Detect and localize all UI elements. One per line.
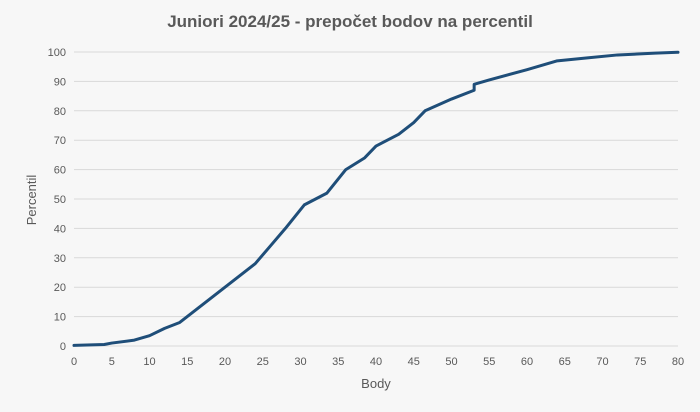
x-tick-label: 25 [257,356,269,368]
y-axis-ticks: 0 10 20 30 40 50 60 70 80 90 100 [48,47,66,353]
y-tick-label: 40 [54,223,66,235]
x-tick-label: 55 [483,356,495,368]
x-tick-label: 65 [559,356,571,368]
y-tick-label: 10 [54,312,66,324]
gridlines [74,51,678,347]
y-tick-label: 80 [54,106,66,118]
x-tick-label: 20 [219,356,231,368]
y-tick-label: 90 [54,76,66,88]
x-tick-label: 50 [445,356,457,368]
x-tick-label: 70 [596,356,608,368]
y-tick-label: 100 [48,47,66,59]
x-tick-label: 0 [71,356,77,368]
x-tick-label: 80 [672,356,684,368]
series-layer [72,50,680,347]
y-tick-label: 30 [54,253,66,265]
y-axis-title: Percentil [24,175,39,226]
y-tick-label: 0 [60,341,66,353]
x-tick-label: 75 [634,356,646,368]
x-tick-label: 10 [143,356,155,368]
x-tick-label: 45 [408,356,420,368]
x-tick-label: 60 [521,356,533,368]
x-tick-label: 35 [332,356,344,368]
x-tick-label: 30 [294,356,306,368]
y-tick-label: 70 [54,135,66,147]
y-tick-label: 50 [54,194,66,206]
y-tick-label: 20 [54,282,66,294]
x-tick-label: 40 [370,356,382,368]
x-axis-ticks: 0 5 10 15 20 25 30 35 40 45 50 55 60 65 70 75 80 [71,356,684,368]
series-line [72,50,680,347]
y-tick-label: 60 [54,165,66,177]
x-axis-title: Body [361,376,391,391]
x-tick-label: 5 [109,356,115,368]
chart-title: Juniori 2024/25 - prepočet bodov na perc… [167,12,533,31]
x-tick-label: 15 [181,356,193,368]
